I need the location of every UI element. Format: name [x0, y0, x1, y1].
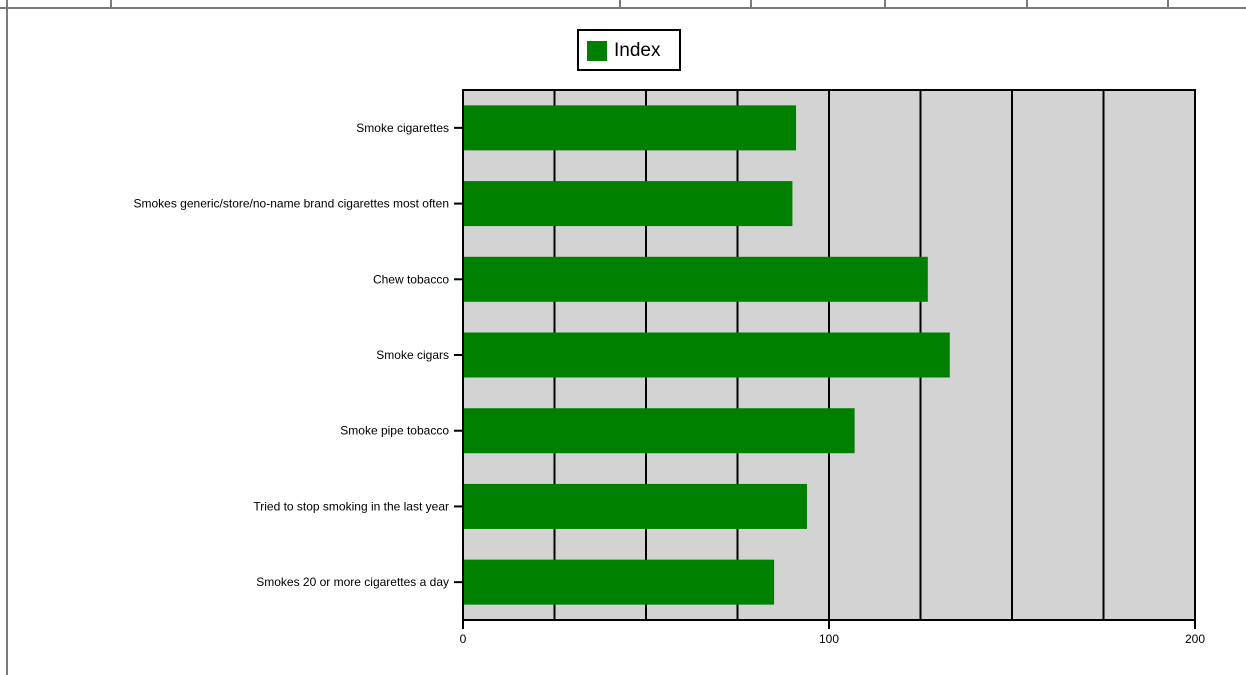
top-strip-cell-border	[619, 0, 621, 8]
y-tick-label: Smoke pipe tobacco	[340, 424, 449, 438]
y-tick-label: Chew tobacco	[373, 272, 449, 286]
bar	[463, 559, 775, 605]
top-strip-cell-border	[1167, 0, 1169, 8]
top-strip-divider	[0, 7, 1246, 9]
y-tick-label: Smokes 20 or more cigarettes a day	[256, 575, 449, 589]
top-strip-cell-border	[884, 0, 886, 8]
bar	[463, 483, 808, 529]
y-tick-label: Tried to stop smoking in the last year	[253, 499, 449, 513]
left-frame-border	[6, 0, 8, 675]
legend-label-index: Index	[614, 40, 661, 61]
bar	[463, 256, 928, 302]
top-strip-cell-border	[110, 0, 112, 8]
legend-swatch-index	[587, 41, 607, 61]
y-tick-label: Smoke cigarettes	[356, 121, 449, 135]
top-strip-cell-border	[1026, 0, 1028, 8]
bar	[463, 408, 855, 454]
bar	[463, 105, 797, 151]
chart-legend: Index	[577, 29, 681, 71]
x-tick-label: 0	[460, 632, 467, 646]
y-tick-label: Smoke cigars	[376, 348, 449, 362]
top-strip-cell-border	[750, 0, 752, 8]
x-tick-label: 100	[819, 632, 839, 646]
bar	[463, 181, 793, 227]
bar	[463, 332, 950, 378]
x-tick-label: 200	[1185, 632, 1205, 646]
y-tick-label: Smokes generic/store/no-name brand cigar…	[134, 197, 450, 211]
